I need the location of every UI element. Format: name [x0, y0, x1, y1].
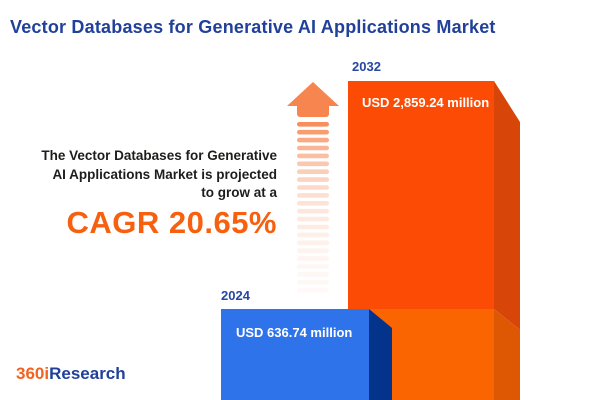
projection-line-3: to grow at a — [201, 185, 277, 200]
arrow-stripe — [297, 185, 329, 190]
arrow-stripe — [297, 177, 329, 182]
bar-2032-side-bottom — [494, 309, 520, 400]
bar-2024-year-label: 2024 — [221, 288, 250, 303]
bar-2024-front — [221, 309, 369, 400]
bar-2032-side-top — [494, 81, 520, 330]
bar-2032 — [348, 81, 520, 400]
cagr-value: CAGR 20.65% — [66, 204, 277, 240]
bar-2024-side — [369, 309, 392, 400]
projection-line-2: AI Applications Market is projected — [52, 166, 277, 182]
arrow-stripe — [297, 272, 329, 277]
arrow-stripe — [297, 280, 329, 285]
arrow-stripe — [297, 216, 329, 222]
arrow-stripe — [297, 287, 329, 293]
arrow-stripe — [297, 248, 329, 253]
arrow-stripe — [297, 137, 329, 143]
bar-2032-value-label: USD 2,859.24 million — [362, 95, 490, 110]
arrow-fading-stripes — [297, 122, 329, 293]
page-title: Vector Databases for Generative AI Appli… — [10, 17, 496, 37]
arrow-stripe — [297, 264, 329, 269]
arrow-stripe — [297, 232, 329, 238]
arrow-stripe — [297, 129, 329, 135]
arrow-stripe — [297, 193, 329, 198]
bar-2024 — [221, 309, 392, 400]
arrow-stripe — [297, 161, 329, 167]
logo-suffix: Research — [49, 364, 126, 383]
arrow-stripe — [297, 240, 329, 246]
arrow-stripe — [297, 145, 329, 151]
360iresearch-logo: 360iResearch — [16, 364, 126, 384]
logo-prefix: 360i — [16, 364, 50, 383]
arrow-stripe — [297, 256, 329, 261]
projection-text: The Vector Databases for Generative AI A… — [0, 147, 277, 240]
bar-2032-year-label: 2032 — [352, 59, 381, 74]
bar-2024-value-label: USD 636.74 million — [236, 325, 353, 340]
arrow-stripe — [297, 201, 329, 206]
growth-arrow-icon — [287, 82, 339, 293]
arrow-stripe — [297, 153, 329, 159]
bar-2032-front-top — [348, 81, 494, 309]
arrow-stripe — [297, 224, 329, 230]
arrow-stripe — [297, 122, 329, 127]
projection-line-1: The Vector Databases for Generative — [41, 148, 277, 163]
arrow-stripe — [297, 208, 329, 214]
arrow-stripe — [297, 169, 329, 174]
arrow-neck — [297, 100, 329, 117]
